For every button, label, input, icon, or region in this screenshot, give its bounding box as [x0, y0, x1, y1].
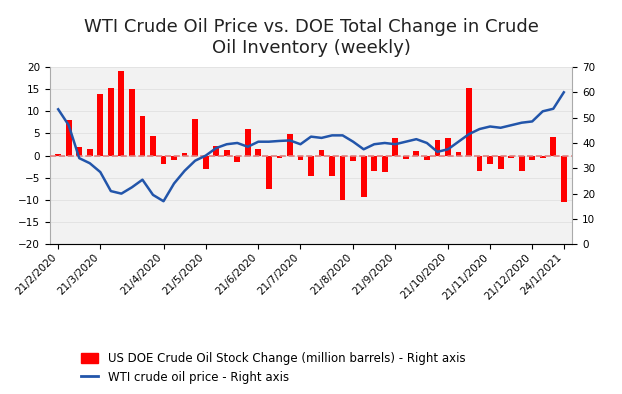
Bar: [98, 94, 103, 156]
Bar: [55, 154, 61, 156]
Bar: [487, 156, 493, 165]
Bar: [139, 116, 146, 156]
Bar: [108, 88, 114, 156]
Bar: [77, 147, 82, 156]
Bar: [550, 137, 556, 156]
Bar: [318, 151, 325, 156]
Bar: [287, 134, 293, 156]
Bar: [266, 156, 272, 189]
Bar: [256, 149, 261, 156]
Bar: [350, 156, 356, 161]
Bar: [382, 156, 388, 173]
Bar: [87, 149, 93, 156]
Bar: [203, 156, 208, 169]
Bar: [297, 156, 304, 160]
Bar: [466, 88, 472, 156]
Bar: [129, 89, 135, 156]
Bar: [192, 119, 198, 156]
Bar: [224, 151, 230, 156]
Bar: [213, 146, 219, 156]
Bar: [519, 156, 524, 171]
Bar: [529, 156, 535, 160]
Bar: [445, 138, 451, 156]
Bar: [66, 120, 72, 156]
Bar: [234, 156, 240, 162]
Bar: [435, 140, 440, 156]
Bar: [476, 156, 483, 171]
Bar: [277, 156, 282, 158]
Bar: [561, 156, 567, 202]
Bar: [171, 156, 177, 160]
Title: WTI Crude Oil Price vs. DOE Total Change in Crude
Oil Inventory (weekly): WTI Crude Oil Price vs. DOE Total Change…: [83, 18, 539, 57]
Bar: [308, 156, 314, 176]
Bar: [455, 152, 462, 156]
Bar: [119, 71, 124, 156]
Bar: [150, 136, 156, 156]
Bar: [540, 156, 545, 158]
Bar: [424, 156, 430, 160]
Bar: [329, 156, 335, 176]
Bar: [182, 153, 187, 156]
Bar: [361, 156, 366, 197]
Bar: [371, 156, 377, 171]
Bar: [245, 129, 251, 156]
Bar: [392, 138, 398, 156]
Bar: [508, 156, 514, 158]
Bar: [414, 151, 419, 156]
Bar: [340, 156, 345, 200]
Legend: US DOE Crude Oil Stock Change (million barrels) - Right axis, WTI crude oil pric: US DOE Crude Oil Stock Change (million b…: [80, 352, 465, 384]
Bar: [403, 156, 409, 159]
Bar: [498, 156, 503, 169]
Bar: [160, 156, 167, 165]
